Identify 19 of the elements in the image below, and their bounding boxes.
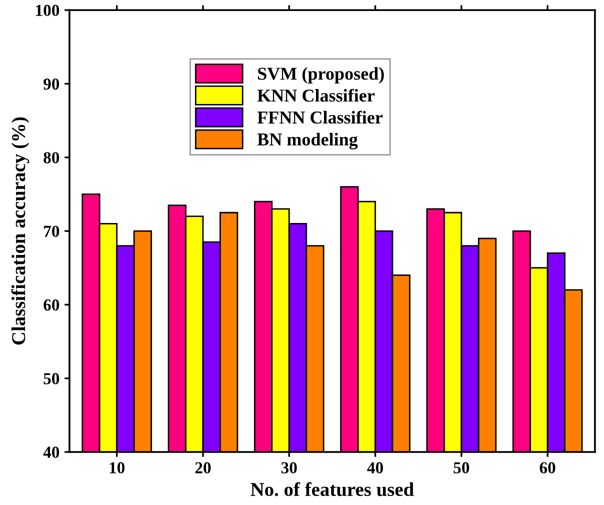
y-axis-title: Classification accuracy (%) — [11, 117, 30, 345]
x-tick-label: 20 — [195, 462, 211, 474]
y-tick-label: 50 — [44, 373, 60, 384]
y-tick-label: 40 — [43, 446, 60, 458]
legend-label: BN modeling — [257, 132, 358, 150]
y-tick-label: 70 — [44, 226, 60, 237]
x-tick-label: 30 — [281, 462, 297, 474]
x-tick-label: 10 — [110, 462, 125, 474]
x-tick-label: 60 — [540, 462, 556, 474]
legend-label: KNN Classifier — [257, 88, 375, 102]
x-axis-title: No. of features used — [250, 482, 414, 496]
x-tick-label: 50 — [454, 462, 470, 474]
x-tick-label: 40 — [367, 462, 383, 474]
y-tick-label: 80 — [44, 152, 60, 164]
y-tick-label: 100 — [36, 4, 60, 16]
y-tick-label: 90 — [44, 78, 60, 90]
legend-label: SVM (proposed) — [258, 67, 384, 84]
legend-label: FFNN Classifier — [257, 110, 383, 124]
y-tick-label: 60 — [44, 299, 60, 311]
